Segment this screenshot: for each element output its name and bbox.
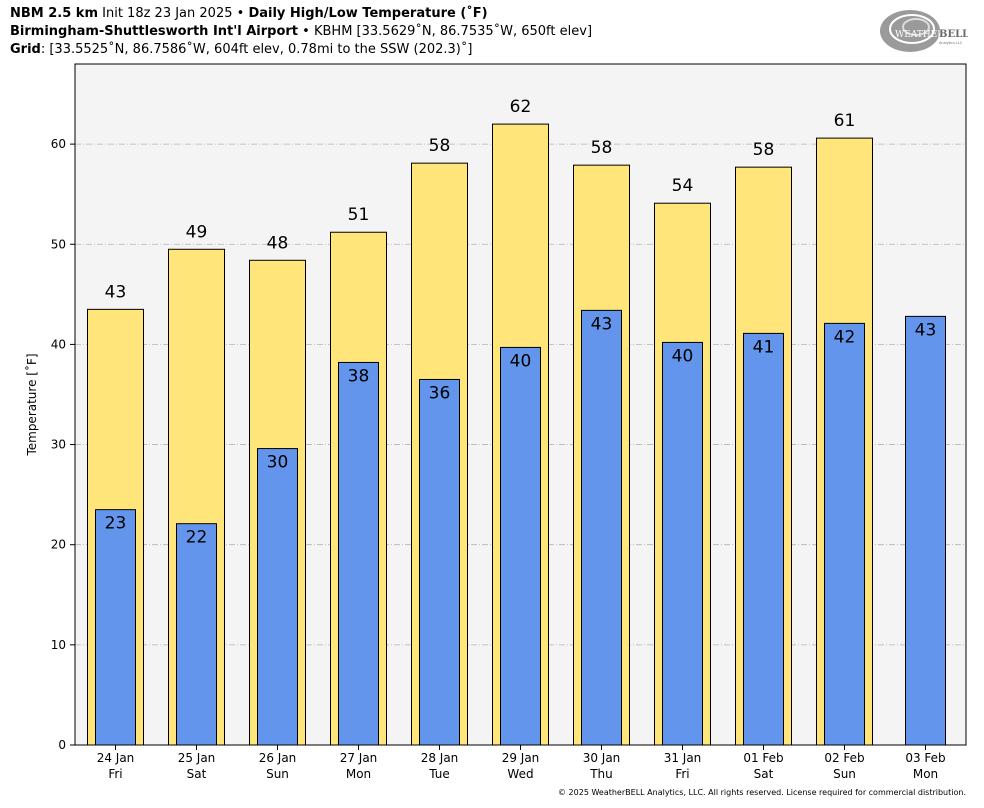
logo-text-bell: BELL: [939, 29, 968, 40]
high-temp-label: 54: [672, 176, 694, 196]
chart-title-line: NBM 2.5 km Init 18z 23 Jan 2025 • Daily …: [10, 5, 488, 23]
y-axis: 0 10 20 30 40 50 60: [51, 137, 75, 752]
low-temp-label: 22: [186, 528, 208, 548]
grid-label: Grid: [10, 42, 41, 57]
high-temp-label: 61: [834, 111, 856, 131]
y-tick-label: 20: [51, 538, 66, 552]
low-temp-bar: [905, 315, 946, 746]
x-tick-date: 02 Feb: [824, 751, 864, 765]
station-name: Birmingham-Shuttlesworth Int'l Airport: [10, 24, 299, 39]
x-tick-weekday: Fri: [675, 767, 689, 781]
low-temp-bar: [257, 448, 298, 746]
x-tick-date: 01 Feb: [743, 751, 783, 765]
separator-bullet: •: [236, 6, 245, 21]
x-tick-date: 29 Jan: [502, 751, 540, 765]
low-temp-label: 38: [348, 366, 370, 386]
high-temp-label: 58: [429, 136, 451, 156]
low-temp-label: 42: [834, 327, 856, 347]
low-temp-label: 36: [429, 383, 451, 403]
weatherbell-logo: WEATHER BELL Analytics LLC: [880, 10, 968, 52]
low-temp-bar: [419, 378, 460, 746]
logo-subtext: Analytics LLC: [939, 41, 963, 45]
high-temp-label: 48: [267, 233, 289, 253]
y-tick-label: 10: [51, 638, 66, 652]
x-tick-weekday: Fri: [108, 767, 122, 781]
separator-bullet-2: •: [302, 24, 310, 39]
y-tick-label: 30: [51, 438, 66, 452]
x-tick-weekday: Tue: [428, 767, 450, 781]
low-temp-label: 43: [915, 320, 937, 340]
high-temp-label: 58: [753, 140, 775, 160]
x-tick-date: 26 Jan: [259, 751, 297, 765]
low-temp-bars: [95, 309, 946, 746]
y-tick-label: 60: [51, 137, 66, 151]
x-tick-weekday: Thu: [589, 767, 613, 781]
y-tick-label: 40: [51, 337, 66, 351]
low-temp-label: 43: [591, 314, 613, 334]
grid-info: : [33.5525˚N, 86.7586˚W, 604ft elev, 0.7…: [40, 42, 473, 57]
high-temp-label: 49: [186, 222, 208, 242]
x-tick-weekday: Wed: [507, 767, 533, 781]
low-temp-bar: [500, 346, 541, 746]
x-tick-date: 30 Jan: [583, 751, 621, 765]
init-time: Init 18z 23 Jan 2025: [102, 6, 233, 21]
high-temp-label: 43: [105, 282, 127, 302]
low-temp-bar: [176, 523, 217, 746]
x-tick-weekday: Sun: [833, 767, 856, 781]
x-tick-weekday: Mon: [913, 767, 938, 781]
low-temp-bar: [743, 332, 784, 746]
low-temp-label: 41: [753, 337, 775, 357]
data-labels: 43 23 49 22 48 30 51 38 58 36 62 40 58 43 54 40 58 41 61 42…: [105, 97, 937, 548]
product-name: Daily High/Low Temperature (˚F): [248, 6, 488, 21]
low-temp-bar: [824, 322, 865, 746]
high-temp-label: 51: [348, 205, 370, 225]
low-temp-label: 30: [267, 453, 289, 473]
low-temp-bar: [581, 309, 622, 746]
low-temp-label: 40: [510, 351, 532, 371]
copyright-notice: © 2025 WeatherBELL Analytics, LLC. All r…: [558, 788, 966, 797]
low-temp-bar: [338, 361, 379, 746]
logo-swirl-ring: [889, 14, 935, 44]
station-line: Birmingham-Shuttlesworth Int'l Airport •…: [10, 23, 592, 41]
x-tick-weekday: Sun: [266, 767, 289, 781]
low-temp-label: 40: [672, 346, 694, 366]
x-tick-date: 24 Jan: [97, 751, 135, 765]
model-name: NBM 2.5 km: [10, 6, 98, 21]
high-temp-label: 58: [591, 138, 613, 158]
high-temp-label: 62: [510, 97, 532, 117]
y-axis-label: Temperature [˚F]: [24, 353, 39, 456]
grid-line: Grid: [33.5525˚N, 86.7586˚W, 604ft elev,…: [10, 41, 472, 59]
x-tick-date: 28 Jan: [421, 751, 459, 765]
x-tick-weekday: Sat: [754, 767, 774, 781]
x-tick-date: 25 Jan: [178, 751, 216, 765]
logo-text-weather: WEATHER: [895, 30, 944, 40]
y-tick-label: 0: [58, 738, 66, 752]
x-tick-date: 27 Jan: [340, 751, 378, 765]
x-tick-weekday: Mon: [346, 767, 371, 781]
x-axis: 24 Jan Fri 25 Jan Sat 26 Jan Sun 27 Jan Mon 28 J…: [97, 745, 946, 781]
low-temp-label: 23: [105, 514, 127, 534]
x-tick-date: 03 Feb: [905, 751, 945, 765]
x-tick-date: 31 Jan: [664, 751, 702, 765]
station-info: KBHM [33.5629˚N, 86.7535˚W, 650ft elev]: [313, 24, 593, 39]
low-temp-bar: [95, 509, 136, 746]
y-tick-label: 50: [51, 237, 66, 251]
low-temp-bar: [662, 341, 703, 746]
logo-swirl-inner: [902, 18, 930, 36]
x-tick-weekday: Sat: [187, 767, 207, 781]
